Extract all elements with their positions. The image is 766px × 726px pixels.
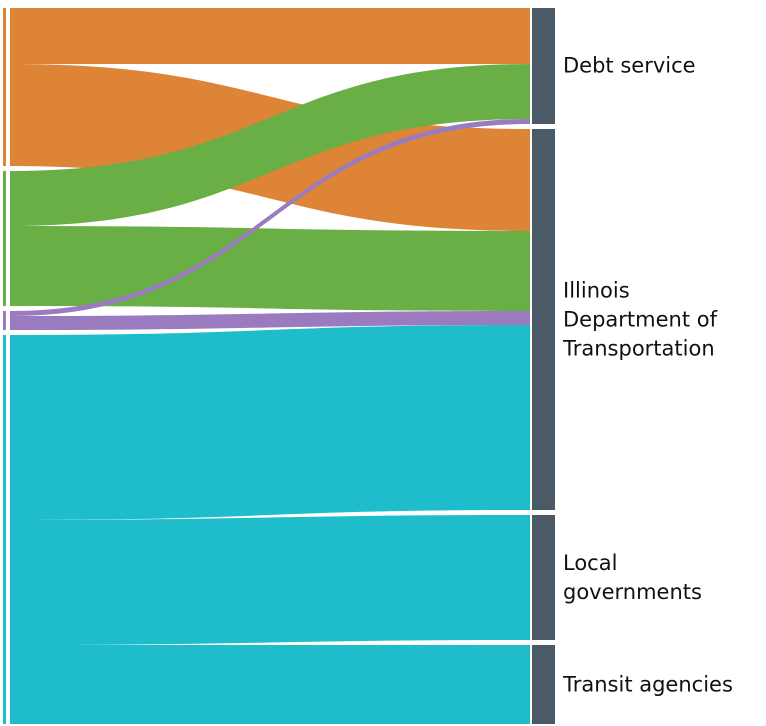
flow	[10, 645, 530, 724]
node-label: Transit agencies	[563, 672, 733, 696]
source-node	[3, 311, 6, 330]
source-node	[3, 171, 6, 306]
source-node	[3, 8, 6, 166]
source-node	[3, 335, 6, 724]
flow	[10, 119, 530, 316]
target-node	[532, 645, 555, 724]
flow	[10, 64, 530, 226]
flow	[10, 515, 530, 645]
target-node	[532, 515, 555, 640]
target-node	[532, 129, 555, 510]
node-label: Illinois Department of Transportation	[563, 278, 717, 360]
node-label: Debt service	[563, 53, 696, 78]
target-node	[532, 8, 555, 124]
flow	[10, 311, 530, 330]
node-label: Local governments	[563, 550, 702, 604]
flow	[10, 325, 530, 520]
flow	[10, 226, 530, 311]
flow	[10, 8, 530, 64]
